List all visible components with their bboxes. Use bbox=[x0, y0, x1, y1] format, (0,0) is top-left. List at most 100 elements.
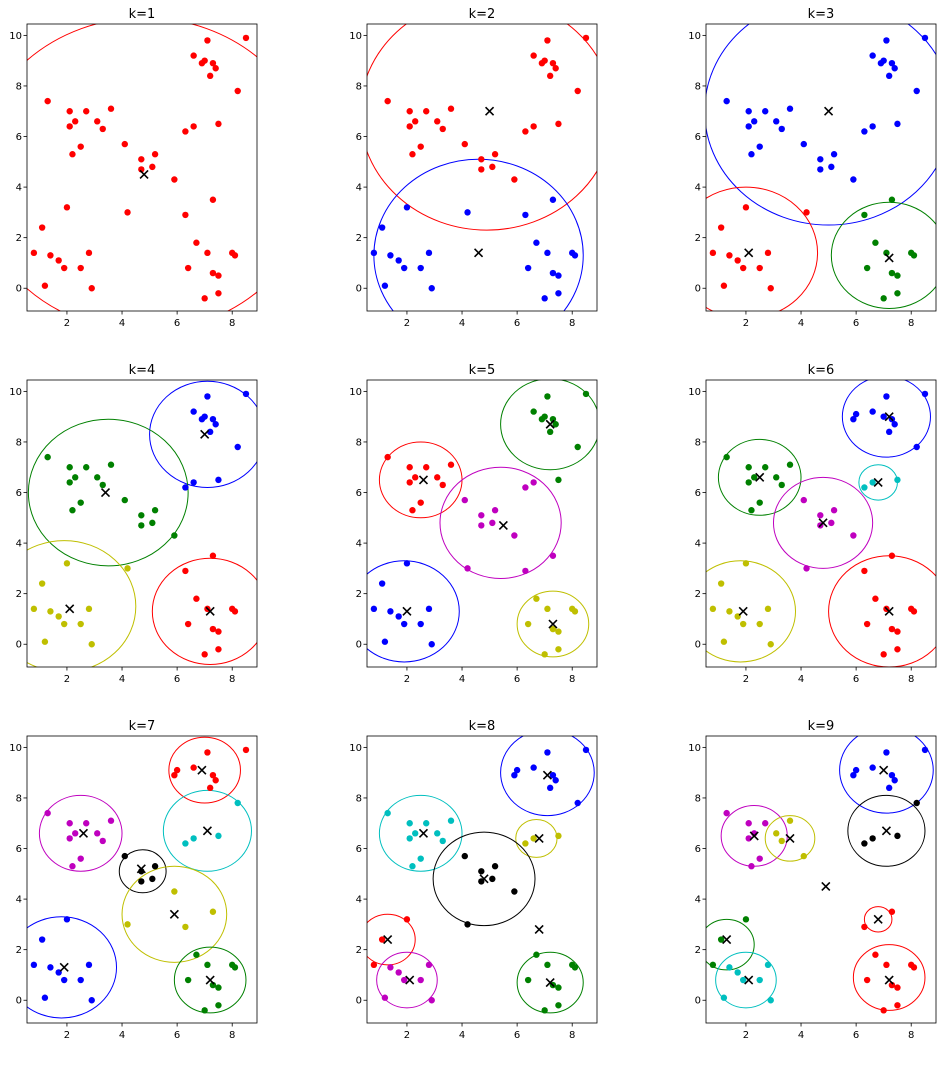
data-point bbox=[69, 507, 76, 514]
y-tick-label: 6 bbox=[16, 844, 22, 855]
data-point bbox=[190, 835, 197, 842]
data-point bbox=[767, 997, 774, 1004]
subplot-7: k=7 2 4 6 8 0 2 4 6 8 10 bbox=[9, 719, 258, 1041]
data-point bbox=[464, 565, 471, 572]
data-point bbox=[869, 52, 876, 59]
data-point bbox=[85, 961, 93, 969]
data-point bbox=[524, 620, 532, 628]
centroid-marker bbox=[545, 419, 555, 429]
data-point bbox=[511, 176, 518, 183]
cluster-circle bbox=[764, 815, 816, 862]
data-point bbox=[69, 151, 76, 158]
cluster-circle bbox=[500, 380, 597, 471]
x-tick-label: 6 bbox=[853, 674, 859, 685]
data-point bbox=[47, 964, 54, 971]
data-point bbox=[742, 560, 750, 567]
cluster-circle bbox=[38, 794, 123, 872]
data-point bbox=[817, 156, 824, 163]
data-point bbox=[522, 840, 529, 847]
data-point bbox=[63, 204, 71, 211]
data-point bbox=[66, 820, 73, 827]
data-point bbox=[378, 936, 386, 943]
y-tick-label: 8 bbox=[695, 437, 701, 448]
data-point bbox=[872, 239, 879, 246]
data-point bbox=[151, 863, 159, 870]
subplot-9: k=9 2 4 6 8 0 2 4 6 8 10 bbox=[688, 719, 937, 1041]
data-point bbox=[190, 408, 197, 415]
data-point bbox=[764, 961, 772, 969]
data-point bbox=[209, 269, 217, 277]
y-tick-label: 4 bbox=[695, 895, 701, 906]
y-tick-label: 0 bbox=[695, 640, 701, 651]
data-point bbox=[739, 264, 747, 272]
data-point bbox=[869, 123, 876, 130]
data-point bbox=[850, 532, 857, 539]
y-tick-label: 0 bbox=[16, 996, 22, 1007]
x-tick-label: 4 bbox=[459, 318, 465, 329]
data-point bbox=[384, 453, 391, 461]
data-point bbox=[209, 196, 217, 203]
data-point bbox=[88, 641, 95, 648]
data-point bbox=[30, 249, 38, 257]
subplot-title: k=6 bbox=[808, 363, 835, 378]
data-point bbox=[182, 567, 189, 575]
centroid-marker bbox=[879, 765, 889, 775]
data-point bbox=[574, 443, 581, 451]
data-point bbox=[151, 151, 159, 158]
data-point bbox=[406, 108, 413, 115]
data-point bbox=[478, 512, 485, 519]
data-point bbox=[913, 799, 920, 807]
centroid-marker bbox=[197, 765, 207, 775]
y-tick-label: 10 bbox=[349, 31, 362, 42]
cluster-circle bbox=[847, 794, 926, 867]
data-point bbox=[38, 936, 46, 943]
data-point bbox=[242, 746, 250, 754]
data-point bbox=[464, 209, 471, 216]
data-point bbox=[894, 984, 901, 991]
data-point bbox=[38, 224, 46, 231]
data-point bbox=[417, 855, 424, 862]
x-tick-label: 2 bbox=[743, 674, 749, 685]
cluster-circle bbox=[118, 849, 167, 894]
data-point bbox=[803, 209, 810, 216]
cluster-circle bbox=[717, 438, 802, 516]
data-point bbox=[425, 249, 433, 257]
data-point bbox=[888, 552, 896, 559]
centroid-marker bbox=[402, 606, 412, 616]
data-point bbox=[77, 855, 84, 862]
y-tick-label: 2 bbox=[695, 589, 701, 600]
cluster-circle bbox=[27, 418, 189, 567]
data-point bbox=[767, 285, 774, 292]
axes-frame bbox=[705, 379, 937, 668]
data-point bbox=[409, 507, 416, 514]
data-point bbox=[544, 249, 551, 257]
cluster-circle bbox=[162, 789, 252, 872]
data-point bbox=[489, 519, 496, 527]
data-point bbox=[83, 820, 90, 827]
data-point bbox=[885, 72, 893, 80]
data-point bbox=[913, 443, 920, 451]
data-point bbox=[464, 921, 471, 928]
data-point bbox=[124, 921, 131, 928]
data-point bbox=[533, 239, 540, 246]
plot-area bbox=[706, 380, 936, 667]
data-point bbox=[439, 481, 446, 489]
data-point bbox=[201, 57, 208, 64]
data-point bbox=[44, 453, 51, 461]
data-point bbox=[723, 97, 730, 105]
cluster-circle bbox=[706, 560, 797, 663]
data-point bbox=[863, 264, 871, 272]
data-point bbox=[717, 224, 725, 231]
x-tick-label: 2 bbox=[404, 1030, 410, 1041]
data-point bbox=[582, 746, 590, 754]
data-point bbox=[745, 835, 752, 842]
data-point bbox=[182, 211, 189, 219]
data-point bbox=[47, 608, 54, 615]
data-point bbox=[215, 984, 222, 991]
x-tick-label: 8 bbox=[229, 318, 235, 329]
data-point bbox=[549, 196, 557, 203]
y-tick-label: 10 bbox=[688, 31, 701, 42]
data-point bbox=[234, 799, 241, 807]
data-point bbox=[762, 108, 769, 115]
data-point bbox=[60, 976, 68, 984]
